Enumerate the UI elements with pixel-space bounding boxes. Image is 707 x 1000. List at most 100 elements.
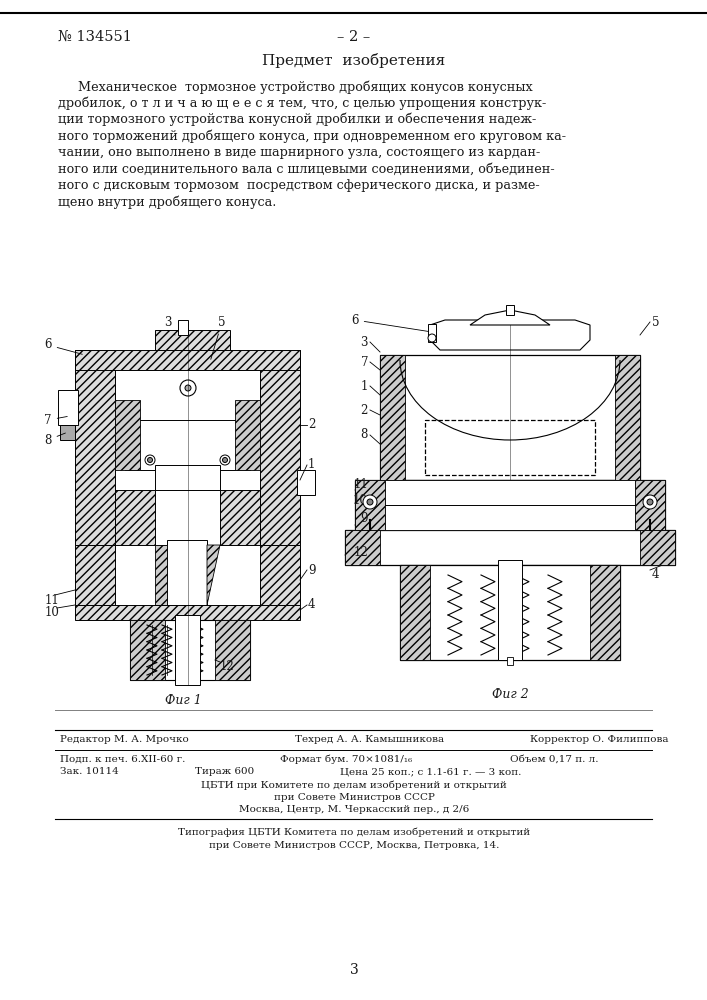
Bar [58,390,78,425]
Text: чании, оно выполнено в виде шарнирного узла, состоящего из кардан-: чании, оно выполнено в виде шарнирного у… [58,146,540,159]
Text: Техред А. А. Камышникова: Техред А. А. Камышникова [295,736,444,744]
Polygon shape [235,400,260,470]
Text: Тираж 600: Тираж 600 [195,768,255,776]
Bar [507,657,513,665]
Bar [400,565,620,660]
Text: ного с дисковым тормозом  посредством сферического диска, и разме-: ного с дисковым тормозом посредством сфе… [58,179,539,192]
Text: 6: 6 [351,314,429,332]
Polygon shape [215,620,250,680]
Text: 11: 11 [45,593,60,606]
Text: Подп. к печ. 6.ХII-60 г.: Подп. к печ. 6.ХII-60 г. [60,754,185,764]
Text: 9: 9 [308,564,315,576]
Text: Предмет  изобретения: Предмет изобретения [262,52,445,68]
Polygon shape [430,320,590,350]
Bar [178,320,188,335]
Bar [155,490,220,545]
Text: при Совете Министров СССР, Москва, Петровка, 14.: при Совете Министров СССР, Москва, Петро… [209,840,499,850]
Text: 1: 1 [361,379,368,392]
Polygon shape [155,545,167,605]
Polygon shape [260,350,300,545]
Text: Механическое  тормозное устройство дробящих конусов конусных: Механическое тормозное устройство дробящ… [58,80,533,94]
Bar [380,355,640,480]
Polygon shape [640,530,675,565]
Polygon shape [75,350,300,370]
Bar [498,560,522,660]
Text: Фиг 2: Фиг 2 [491,688,528,702]
Bar [115,370,260,450]
Polygon shape [130,620,165,680]
Text: ного или соединительного вала с шлицевыми соединениями, объединен-: ного или соединительного вала с шлицевым… [58,162,554,176]
Polygon shape [75,350,115,545]
Text: 3: 3 [350,963,358,977]
Text: 5: 5 [211,316,226,359]
Bar [506,305,514,315]
Bar [428,324,436,342]
Polygon shape [75,605,300,620]
Text: 12: 12 [220,660,235,674]
Polygon shape [400,565,430,660]
Polygon shape [115,490,260,545]
Text: дробилок, о т л и ч а ю щ е е с я тем, что, с целью упрощения конструк-: дробилок, о т л и ч а ю щ е е с я тем, ч… [58,97,547,110]
Text: 5: 5 [652,316,660,328]
Text: 4: 4 [652,568,660,582]
Circle shape [363,495,377,509]
Text: 6: 6 [45,338,82,354]
Polygon shape [260,545,300,605]
Text: 11: 11 [354,478,368,490]
Bar [345,530,675,565]
Text: – 2 –: – 2 – [337,30,370,44]
Polygon shape [380,355,405,480]
Text: ции тормозного устройства конусной дробилки и обеспечения надеж-: ции тормозного устройства конусной дроби… [58,113,536,126]
Polygon shape [207,545,220,605]
Bar [130,620,250,680]
Polygon shape [470,310,550,325]
Text: Объем 0,17 п. л.: Объем 0,17 п. л. [510,754,599,764]
Polygon shape [355,480,385,530]
Text: при Совете Министров СССР: при Совете Министров СССР [274,792,434,802]
Polygon shape [75,545,115,605]
Circle shape [145,455,155,465]
Polygon shape [115,400,140,470]
Text: 9: 9 [361,512,368,524]
Text: Корректор О. Филиппова: Корректор О. Филиппова [530,736,669,744]
Bar [125,420,250,470]
Circle shape [367,499,373,505]
Text: Типография ЦБТИ Комитета по делам изобретений и открытий: Типография ЦБТИ Комитета по делам изобре… [178,827,530,837]
Text: Фиг 1: Фиг 1 [165,694,201,706]
Text: 12: 12 [354,546,368,558]
Text: Цена 25 коп.; с 1.1-61 г. — 3 коп.: Цена 25 коп.; с 1.1-61 г. — 3 коп. [340,768,521,776]
Text: 2: 2 [308,418,315,432]
Text: Зак. 10114: Зак. 10114 [60,768,119,776]
Text: Москва, Центр, М. Черкасский пер., д 2/6: Москва, Центр, М. Черкасский пер., д 2/6 [239,804,469,814]
Circle shape [180,380,196,396]
Bar [385,480,635,530]
Circle shape [223,458,228,462]
Polygon shape [590,565,620,660]
Circle shape [185,385,191,391]
Text: 10: 10 [45,606,60,619]
Circle shape [647,499,653,505]
Text: 4: 4 [308,598,315,611]
Text: 3: 3 [361,336,368,349]
Text: 7: 7 [45,414,67,426]
Bar [175,615,200,685]
Polygon shape [155,330,230,350]
Bar [155,465,220,490]
Text: 2: 2 [361,403,368,416]
Text: 3: 3 [164,316,175,335]
Text: Редактор М. А. Мрочко: Редактор М. А. Мрочко [60,736,189,744]
Text: Формат бум. 70×1081/₁₆: Формат бум. 70×1081/₁₆ [280,754,412,764]
Bar [167,540,207,605]
Circle shape [428,334,436,342]
Text: ного торможений дробящего конуса, при одновременном его круговом ка-: ного торможений дробящего конуса, при од… [58,129,566,143]
Text: 10: 10 [353,493,368,506]
Bar [425,420,595,475]
Bar [60,425,75,440]
Bar [355,480,665,530]
Text: 8: 8 [361,428,368,442]
Circle shape [148,458,153,462]
Polygon shape [615,355,640,480]
Polygon shape [635,480,665,530]
Text: щено внутри дробящего конуса.: щено внутри дробящего конуса. [58,196,276,209]
Text: 1: 1 [308,458,315,472]
